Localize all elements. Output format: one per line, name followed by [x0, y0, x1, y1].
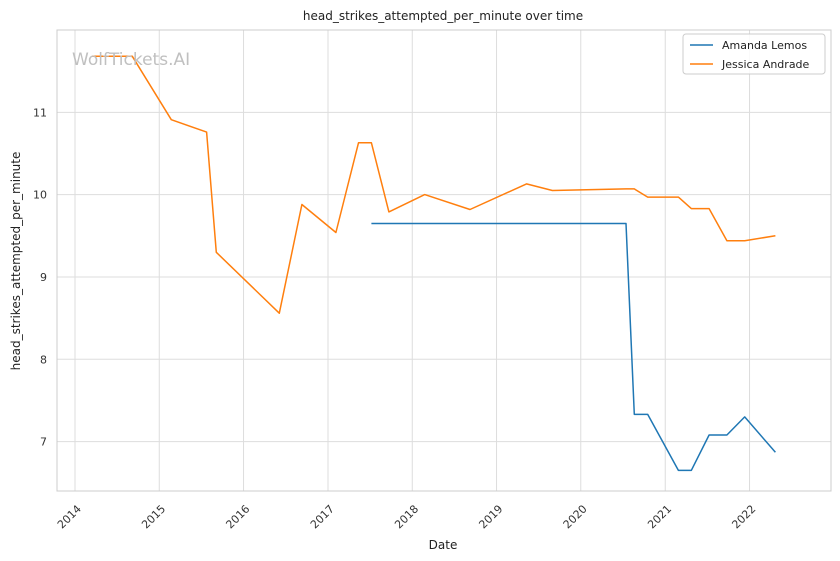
legend: Amanda Lemos Jessica Andrade	[682, 33, 826, 75]
y-tick-label: 9	[40, 271, 47, 284]
series-line-0	[371, 222, 776, 472]
plot-frame	[56, 29, 832, 492]
legend-box	[682, 33, 826, 75]
legend-label-1: Jessica Andrade	[721, 58, 810, 71]
y-axis-ticks: 7 8 9 10 11	[33, 106, 47, 448]
series-layer	[91, 55, 776, 472]
y-axis-label: head_strikes_attempted_per_minute	[9, 152, 23, 371]
watermark: WolfTickets.AI	[72, 50, 190, 70]
y-tick-label: 8	[40, 353, 47, 366]
y-tick-label: 10	[33, 189, 47, 202]
y-tick-label: 11	[33, 106, 47, 119]
y-tick-label: 7	[40, 436, 47, 449]
series-line-1	[91, 55, 776, 314]
grid	[57, 30, 831, 491]
chart-title: head_strikes_attempted_per_minute over t…	[303, 9, 583, 23]
legend-label-0: Amanda Lemos	[722, 39, 807, 52]
x-axis-label: Date	[429, 538, 458, 552]
